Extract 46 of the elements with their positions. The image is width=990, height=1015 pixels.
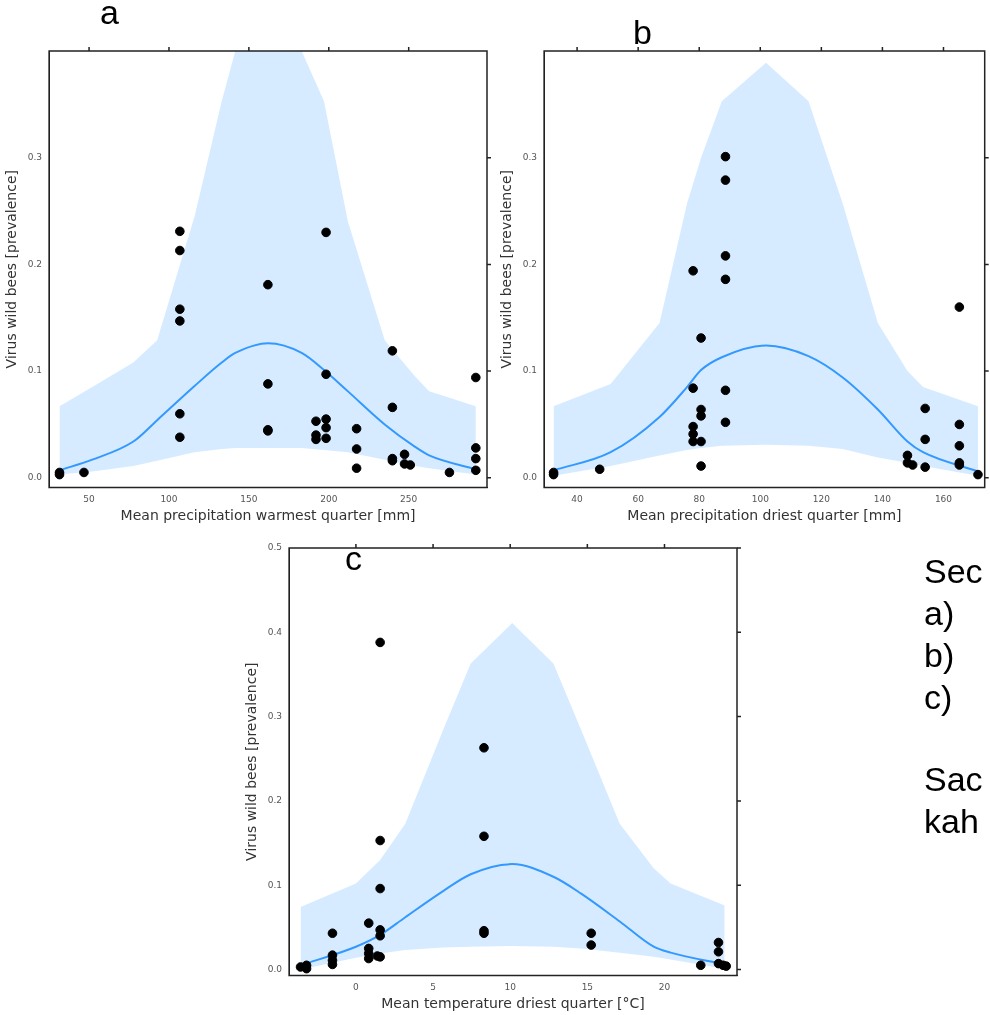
- y-tick-label: 0.1: [267, 879, 283, 890]
- x-tick-label: 5: [430, 982, 436, 993]
- x-axis-title: Mean precipitation driest quarter [mm]: [627, 507, 902, 524]
- x-tick-label: 100: [751, 494, 770, 505]
- x-tick-label: 120: [812, 494, 831, 505]
- x-axis-title: Mean temperature driest quarter [°C]: [381, 995, 645, 1012]
- y-tick-label: 0.1: [522, 365, 538, 376]
- x-tick-label: 150: [240, 494, 258, 505]
- y-tick-label: 0.1: [27, 365, 43, 376]
- y-axis-title: Virus wild bees [prevalence]: [243, 662, 260, 861]
- text: kah: [924, 801, 980, 842]
- y-tick-label: 0.3: [27, 152, 43, 163]
- x-tick-label: 50: [83, 494, 96, 505]
- y-axis-title: Virus wild bees [prevalence]: [498, 170, 515, 369]
- y-tick-label: 0.0: [27, 472, 43, 483]
- y-tick-label: 0.3: [522, 152, 538, 163]
- x-tick-label: 250: [400, 494, 418, 505]
- x-tick-label: 60: [632, 494, 645, 505]
- x-tick-label: 15: [581, 982, 594, 993]
- y-tick-label: 0.3: [267, 710, 283, 721]
- text: b): [924, 635, 956, 676]
- text: Sac: [924, 759, 984, 800]
- y-tick-label: 0.0: [267, 963, 283, 974]
- y-tick-label: 0.2: [267, 795, 283, 806]
- x-tick-label: 0: [353, 982, 360, 993]
- x-tick-label: 80: [693, 494, 706, 505]
- y-tick-label: 0.2: [27, 258, 43, 269]
- y-axis-title: Virus wild bees [prevalence]: [3, 170, 20, 369]
- x-tick-label: 160: [934, 494, 953, 505]
- chart-title: c: [345, 538, 362, 578]
- y-tick-label: 0.4: [267, 626, 283, 637]
- x-axis-title: Mean precipitation warmest quarter [mm]: [120, 507, 416, 524]
- x-tick-label: 100: [160, 494, 178, 505]
- x-tick-label: 10: [504, 982, 517, 993]
- y-tick-label: 0.2: [522, 258, 538, 269]
- text: c): [924, 677, 954, 718]
- x-tick-label: 200: [320, 494, 338, 505]
- chart-title: b: [633, 12, 652, 52]
- y-tick-label: 0.5: [267, 542, 283, 553]
- text: Sec: [924, 551, 984, 592]
- chart-title: a: [100, 0, 119, 32]
- x-tick-label: 20: [658, 982, 671, 993]
- text: a): [924, 593, 956, 634]
- y-tick-label: 0.0: [522, 472, 538, 483]
- x-tick-label: 140: [873, 494, 892, 505]
- x-tick-label: 40: [571, 494, 584, 505]
